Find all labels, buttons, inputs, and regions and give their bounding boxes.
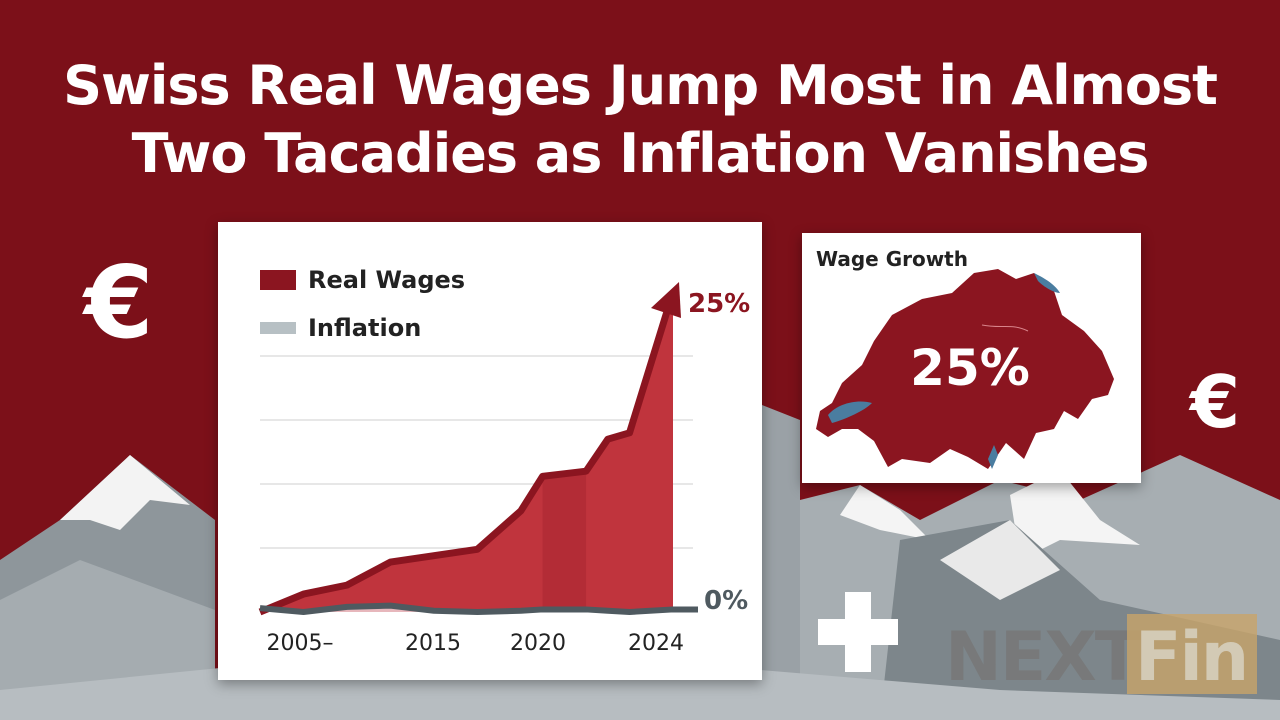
headline-line-1: Swiss Real Wages Jump Most in Almost [63, 54, 1218, 117]
lake-geneva [828, 401, 872, 423]
logo-text: NEXT [945, 618, 1141, 697]
legend-item-real-wages: Real Wages [260, 266, 465, 294]
x-tick-label-1: 2015 [405, 631, 461, 656]
legend-swatch-real-wages [260, 270, 296, 290]
x-tick-label-0: 2005– [267, 631, 334, 656]
x-tick-label-3: 2024 [628, 631, 684, 656]
inflation-line [259, 602, 698, 615]
wage-chart: 25% 0% 2005– 2015 2020 2024 [258, 282, 750, 656]
lake-constance [1034, 273, 1060, 293]
map-value-label: 25% [910, 339, 1030, 397]
wage-chart-card: Real Wages Inflation 25% 0% 2005– 2015 2020 2… [218, 222, 762, 680]
shaded-band [542, 292, 587, 612]
legend-label-real-wages: Real Wages [308, 266, 466, 294]
real-wages-end-label: 25% [688, 289, 750, 319]
switzerland-map: 25% [816, 269, 1114, 469]
real-wages-line [258, 290, 677, 616]
real-wages-area [260, 292, 673, 612]
real-wages-arrowhead [651, 282, 681, 318]
logo-box: Fin [1127, 614, 1257, 697]
headline-line-2: Two Tacadies as Inflation Vanishes [131, 122, 1150, 185]
lake-south [988, 445, 998, 469]
legend-label-inflation: Inflation [308, 314, 422, 342]
x-tick-label-2: 2020 [510, 631, 566, 656]
nextfin-logo: NEXT Fin [945, 614, 1257, 697]
map-title: Wage Growth [816, 247, 968, 271]
euro-icon-right: € [1190, 360, 1241, 444]
wage-growth-map-card: Wage Growth 25% [802, 233, 1141, 483]
headline: Swiss Real Wages Jump Most in Almost Two… [0, 52, 1280, 188]
legend-item-inflation: Inflation [260, 314, 421, 342]
logo-box-text: Fin [1135, 618, 1249, 697]
switzerland-shape [816, 269, 1114, 469]
legend-swatch-inflation [260, 322, 296, 334]
canton-lines [981, 324, 1029, 332]
inflation-end-label: 0% [704, 586, 748, 616]
euro-icon-left: € [84, 244, 154, 361]
swiss-cross-icon [818, 592, 898, 672]
